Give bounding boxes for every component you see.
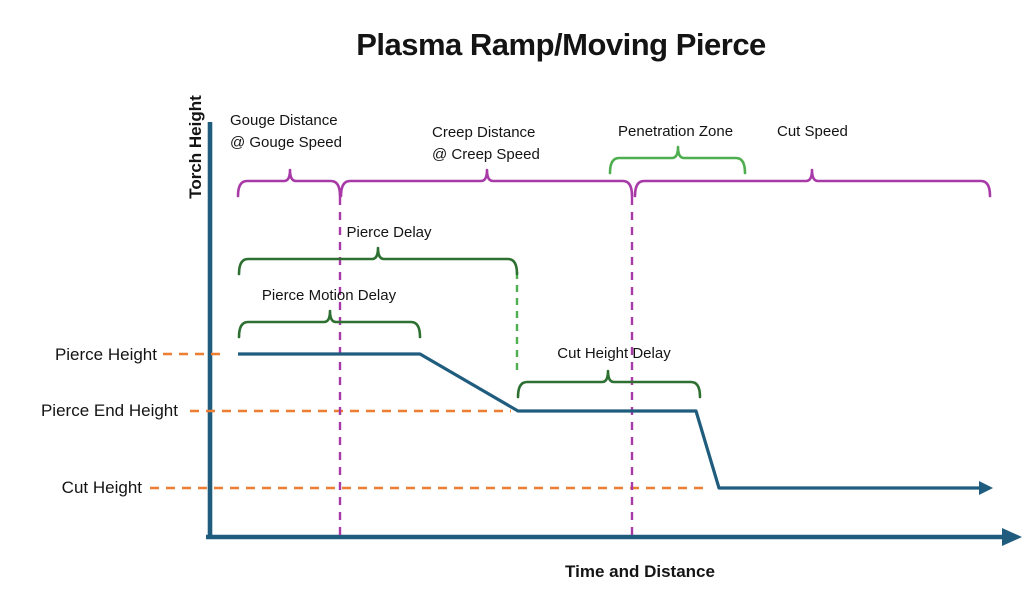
- creep-distance-label-line1: Creep Distance: [432, 124, 536, 141]
- gouge-distance-label-line2: @ Gouge Speed: [230, 134, 342, 151]
- pierce-end-height-label: Pierce End Height: [40, 401, 178, 420]
- pierce-motion-delay-brace: [237, 309, 422, 339]
- gouge-distance-label-line1: Gouge Distance: [230, 112, 338, 129]
- cut-height-label: Cut Height: [61, 478, 142, 497]
- gouge-distance-brace: [236, 168, 342, 198]
- page-title: Plasma Ramp/Moving Pierce: [356, 27, 766, 62]
- gouge-distance-label: Gouge Distance @ Gouge Speed: [230, 110, 342, 154]
- x-axis-arrowhead-icon: [1002, 528, 1022, 546]
- penetration-zone-brace: [608, 145, 747, 175]
- torch-height-profile-line: [238, 352, 981, 490]
- creep-distance-label-line2: @ Creep Speed: [432, 146, 540, 163]
- pierce-height-label: Pierce Height: [54, 345, 157, 364]
- cut-height-delay-brace: [516, 369, 702, 399]
- pierce-delay-label: Pierce Delay: [346, 224, 432, 241]
- x-axis-label: Time and Distance: [565, 562, 715, 581]
- creep-distance-brace: [339, 168, 634, 198]
- penetration-zone-label: Penetration Zone: [618, 123, 734, 140]
- cut-speed-brace: [633, 168, 992, 198]
- pierce-delay-brace: [237, 246, 519, 276]
- cut-height-delay-label: Cut Height Delay: [557, 345, 671, 362]
- profile-line-arrowhead-icon: [979, 481, 993, 495]
- pierce-motion-delay-label: Pierce Motion Delay: [261, 287, 397, 304]
- y-axis-label: Torch Height: [186, 95, 205, 199]
- cut-speed-label: Cut Speed: [777, 123, 848, 140]
- creep-distance-label: Creep Distance @ Creep Speed: [432, 122, 540, 166]
